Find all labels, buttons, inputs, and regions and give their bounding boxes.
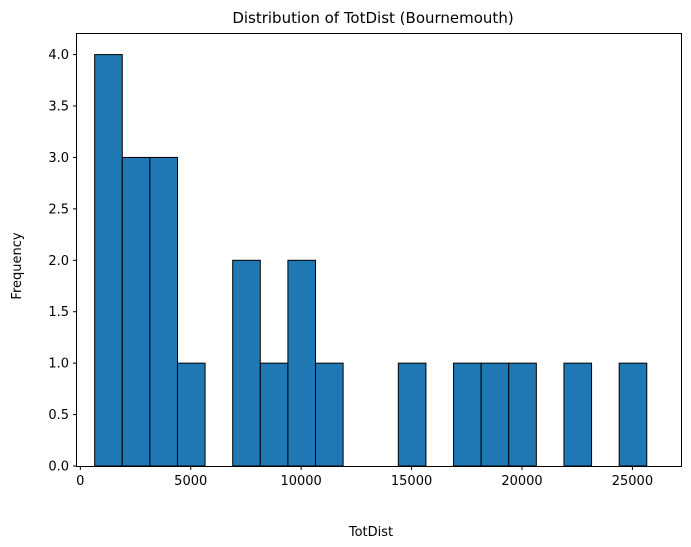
histogram-bar bbox=[508, 362, 537, 467]
plot-area-frame bbox=[76, 33, 682, 467]
y-axis-label: Frequency bbox=[10, 232, 25, 299]
y-tick-label: 1.5 bbox=[48, 305, 69, 320]
x-tick-label: 0 bbox=[76, 474, 84, 489]
x-tick-label: 5000 bbox=[174, 474, 207, 489]
y-tick-label: 4.0 bbox=[48, 48, 69, 63]
histogram-bar bbox=[315, 362, 344, 467]
y-tick-label: 1.0 bbox=[48, 357, 69, 372]
y-tick-label: 2.5 bbox=[48, 202, 69, 217]
x-tick-label: 15000 bbox=[391, 474, 432, 489]
chart-title: Distribution of TotDist (Bournemouth) bbox=[232, 9, 513, 27]
x-axis-ticks: 0 5000 10000 15000 20000 25000 bbox=[76, 466, 653, 489]
y-tick-label: 2.0 bbox=[48, 254, 69, 269]
y-tick-label: 0.0 bbox=[48, 460, 69, 475]
y-tick-label: 3.0 bbox=[48, 151, 69, 166]
y-axis-ticks: 0.0 0.5 1.0 1.5 2.0 2.5 3.0 3.5 4.0 bbox=[48, 48, 77, 475]
histogram-bar bbox=[176, 362, 206, 467]
histogram-bar bbox=[94, 54, 123, 467]
x-tick-label: 10000 bbox=[280, 474, 321, 489]
histogram-bar bbox=[618, 362, 648, 467]
histogram-bar bbox=[259, 362, 289, 467]
x-tick-label: 25000 bbox=[612, 474, 653, 489]
histogram-bar bbox=[397, 362, 427, 467]
histogram-bar bbox=[232, 259, 261, 467]
histogram-bar bbox=[287, 259, 317, 467]
histogram-bar bbox=[453, 362, 482, 467]
x-tick-label: 20000 bbox=[501, 474, 542, 489]
x-axis-label: TotDist bbox=[348, 525, 393, 540]
histogram-bar bbox=[563, 362, 593, 467]
histogram-bar bbox=[149, 156, 178, 467]
y-tick-label: 3.5 bbox=[48, 100, 69, 115]
y-tick-label: 0.5 bbox=[48, 408, 69, 423]
histogram-bar bbox=[121, 156, 151, 467]
bars-group bbox=[94, 54, 648, 467]
histogram-bar bbox=[480, 362, 510, 467]
